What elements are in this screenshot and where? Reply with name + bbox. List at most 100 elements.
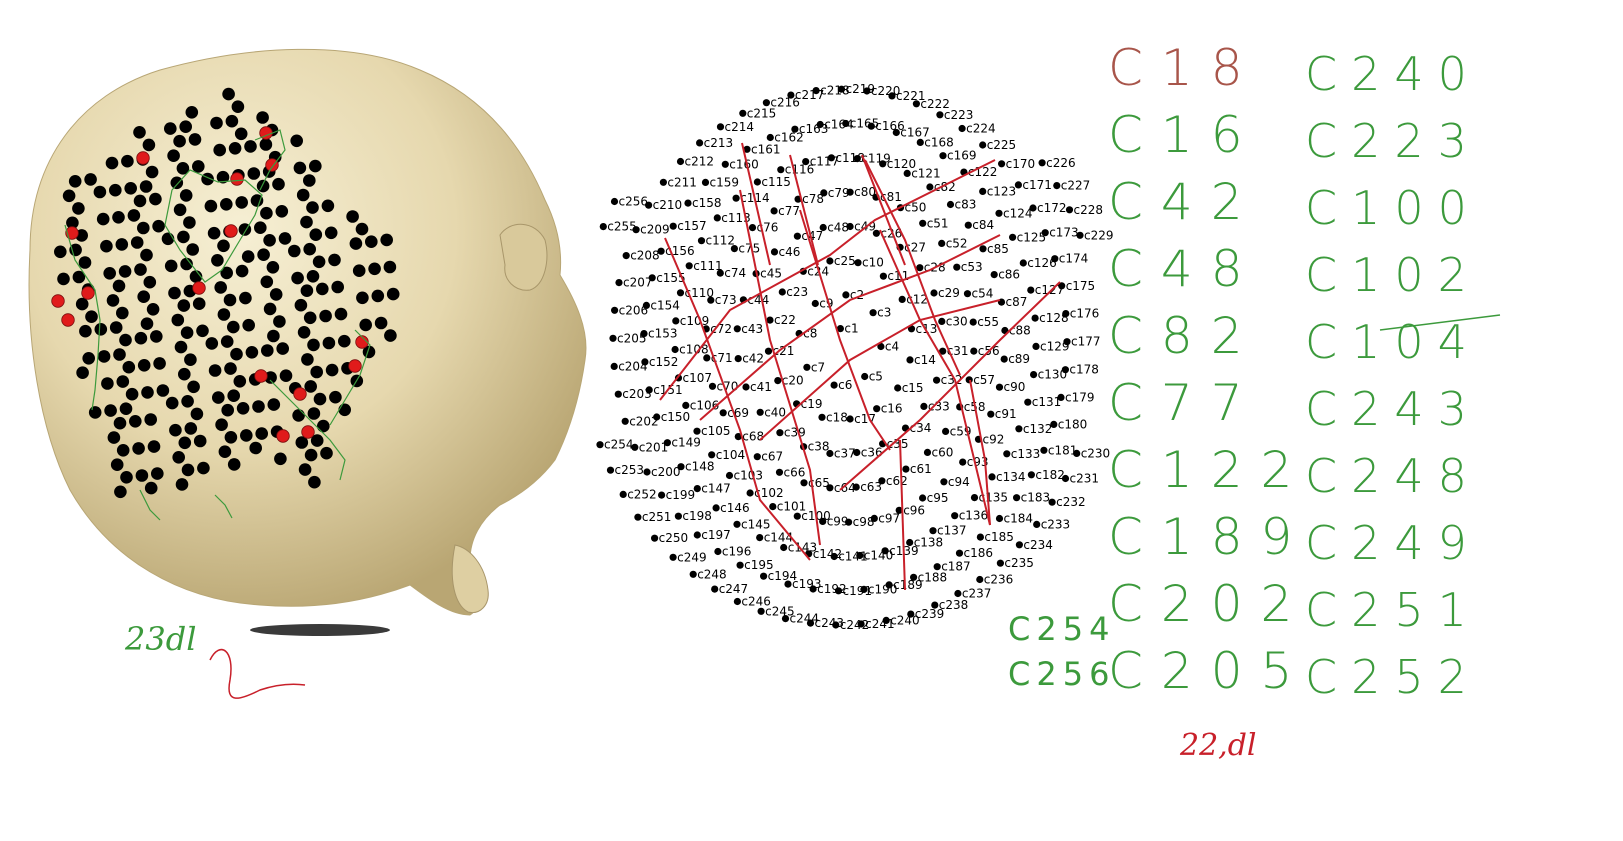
map-electrode-label: c33 xyxy=(928,399,950,413)
map-electrode-dot xyxy=(716,269,724,277)
map-electrode-dot xyxy=(682,401,690,409)
map-electrode-dot xyxy=(766,133,774,142)
map-electrode: c138 xyxy=(906,536,943,550)
map-electrode-label: c236 xyxy=(984,573,1014,587)
map-electrode: c64 xyxy=(826,481,856,495)
map-electrode: c33 xyxy=(920,399,950,413)
map-electrode-dot xyxy=(931,601,939,609)
map-electrode-label: c229 xyxy=(1084,228,1114,242)
head-electrode xyxy=(125,387,139,401)
map-electrode: c102 xyxy=(746,486,784,500)
map-electrode-dot xyxy=(615,279,623,287)
head-electrode xyxy=(236,402,250,415)
map-electrode-label: c144 xyxy=(764,531,794,545)
head-electrode xyxy=(133,126,146,139)
map-electrode-dot xyxy=(906,356,914,364)
map-electrode: c141 xyxy=(830,550,868,564)
map-electrode-dot xyxy=(852,483,860,491)
map-electrode-label: c187 xyxy=(941,560,971,574)
map-electrode: c157 xyxy=(669,219,707,233)
map-electrode-dot xyxy=(970,494,979,502)
map-electrode: c246 xyxy=(733,595,771,609)
head-electrode xyxy=(338,403,352,417)
map-electrode-dot xyxy=(898,295,906,303)
map-electrode-dot xyxy=(936,111,944,119)
map-electrode-label: c172 xyxy=(1037,201,1067,215)
map-electrode: c115 xyxy=(753,175,791,189)
map-electrode-label: c200 xyxy=(651,465,681,479)
head-electrode xyxy=(72,202,85,215)
map-electrode: c171 xyxy=(1014,178,1052,192)
map-electrode-label: c186 xyxy=(964,546,994,560)
map-electrode-label: c135 xyxy=(979,491,1009,505)
map-electrode-label: c72 xyxy=(710,322,732,336)
map-electrode: c121 xyxy=(903,166,941,180)
head-electrode xyxy=(260,275,274,289)
head-electrode xyxy=(119,402,133,416)
map-electrode-dot xyxy=(846,415,854,423)
head-electrode xyxy=(324,226,338,240)
boundary-line xyxy=(664,237,811,561)
map-electrode: c53 xyxy=(953,260,983,274)
map-electrode: c227 xyxy=(1053,179,1090,193)
map-electrode: c152 xyxy=(641,355,678,369)
map-electrode-label: c134 xyxy=(996,470,1026,484)
map-electrode: c83 xyxy=(946,198,976,212)
map-electrode-dot xyxy=(746,489,754,497)
head-electrode xyxy=(312,255,326,269)
map-electrode-label: c153 xyxy=(648,327,678,341)
note-right-col: C249 xyxy=(1305,516,1481,570)
map-electrode-dot xyxy=(979,245,987,253)
map-electrode: c231 xyxy=(1061,472,1099,486)
map-electrode: c20 xyxy=(774,374,804,388)
map-electrode-dot xyxy=(892,128,900,137)
map-electrode-dot xyxy=(1009,233,1017,241)
head-electrode xyxy=(371,289,385,303)
map-electrode: c244 xyxy=(781,612,819,626)
note-left-col: C18 xyxy=(1108,39,1261,97)
head-electrode xyxy=(153,357,166,370)
marked-electrode xyxy=(224,224,238,238)
map-electrode-label: c75 xyxy=(738,242,760,256)
marked-electrode xyxy=(192,281,206,295)
map-electrode-dot xyxy=(933,376,941,384)
map-electrode-label: c184 xyxy=(1004,512,1034,526)
map-electrode: c135 xyxy=(970,491,1009,505)
map-electrode-dot xyxy=(811,299,819,308)
head-electrode xyxy=(121,154,134,168)
map-electrode-label: c154 xyxy=(650,298,680,312)
map-electrode: c32 xyxy=(933,373,962,387)
head-electrode xyxy=(57,272,70,286)
map-electrode: c103 xyxy=(725,469,763,483)
map-electrode-label: c111 xyxy=(693,259,723,273)
map-electrode: c221 xyxy=(888,89,926,103)
head-electrode xyxy=(137,359,151,372)
map-electrode-label: c25 xyxy=(834,254,856,268)
map-electrode-label: c238 xyxy=(939,598,969,612)
map-electrode-dot xyxy=(861,372,869,381)
map-electrode-label: c92 xyxy=(983,432,1005,446)
map-electrode-label: c246 xyxy=(741,595,771,609)
head-electrode xyxy=(303,311,317,325)
map-electrode: c160 xyxy=(721,157,759,171)
head-electrode xyxy=(383,260,397,274)
map-electrode-label: c171 xyxy=(1022,178,1052,192)
map-electrode-label: c213 xyxy=(704,136,734,150)
map-electrode: c247 xyxy=(711,582,748,596)
head-electrode xyxy=(218,445,232,459)
map-electrode-label: c174 xyxy=(1059,252,1089,266)
map-electrode-label: c115 xyxy=(761,175,791,189)
head-electrode xyxy=(177,230,190,244)
map-electrode-label: c63 xyxy=(860,480,882,494)
map-electrode-label: c181 xyxy=(1048,443,1078,457)
map-electrode-label: c192 xyxy=(817,582,847,596)
map-electrode-dot xyxy=(912,100,921,108)
map-electrode-dot xyxy=(733,520,741,528)
map-electrode: c137 xyxy=(929,524,967,538)
head-electrode xyxy=(221,403,234,417)
map-electrode: c29 xyxy=(930,286,960,300)
map-electrode-dot xyxy=(634,513,642,521)
map-electrode-dot xyxy=(856,551,864,560)
map-electrode: c237 xyxy=(954,587,991,601)
map-electrode: c149 xyxy=(663,436,701,450)
